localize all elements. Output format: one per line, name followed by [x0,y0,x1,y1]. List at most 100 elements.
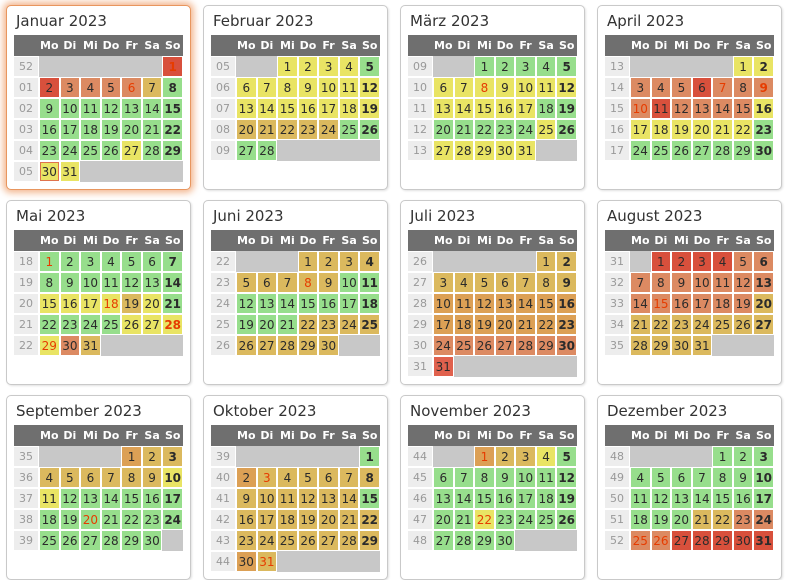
day-cell[interactable]: 16 [39,119,60,140]
day-cell[interactable]: 12 [359,77,380,98]
day-cell[interactable]: 18 [39,509,60,530]
day-cell[interactable]: 4 [535,56,557,77]
day-cell[interactable]: 22 [650,314,672,335]
day-cell[interactable]: 25 [712,314,733,335]
day-cell[interactable]: 21 [141,119,163,140]
day-cell[interactable]: 24 [630,140,651,161]
day-cell[interactable]: 27 [236,140,257,161]
day-cell[interactable]: 11 [80,98,101,119]
day-cell[interactable]: 30 [318,335,339,356]
day-cell[interactable]: 17 [162,488,183,509]
day-cell[interactable]: 15 [650,293,672,314]
day-cell[interactable]: 30 [556,335,577,356]
day-cell[interactable]: 9 [732,467,754,488]
day-cell[interactable]: 19 [474,314,495,335]
day-cell[interactable]: 6 [256,272,278,293]
day-cell[interactable]: 9 [59,272,81,293]
day-cell[interactable]: 20 [753,293,774,314]
day-cell[interactable]: 24 [515,119,536,140]
day-cell[interactable]: 17 [630,119,651,140]
day-cell[interactable]: 15 [359,488,380,509]
day-cell[interactable]: 2 [318,251,339,272]
day-cell[interactable]: 21 [515,314,536,335]
day-cell[interactable]: 12 [556,467,577,488]
day-cell[interactable]: 29 [535,335,557,356]
day-cell[interactable]: 5 [732,251,754,272]
day-cell[interactable]: 16 [671,293,692,314]
day-cell[interactable]: 10 [80,272,101,293]
day-cell[interactable]: 6 [318,467,339,488]
day-cell[interactable]: 18 [712,293,733,314]
day-cell[interactable]: 16 [141,488,163,509]
day-cell[interactable]: 28 [515,335,536,356]
day-cell[interactable]: 17 [753,488,774,509]
day-cell[interactable]: 27 [671,530,692,551]
day-cell[interactable]: 4 [535,446,557,467]
day-cell[interactable]: 5 [650,467,672,488]
day-cell[interactable]: 13 [236,98,257,119]
day-cell[interactable]: 4 [712,251,733,272]
day-cell[interactable]: 2 [494,56,516,77]
day-cell[interactable]: 16 [753,98,774,119]
day-cell[interactable]: 22 [121,509,142,530]
day-cell-selected[interactable]: 30 [39,161,60,182]
day-cell[interactable]: 10 [338,272,360,293]
day-cell[interactable]: 24 [80,314,101,335]
day-cell[interactable]: 30 [494,530,516,551]
day-cell[interactable]: 11 [650,98,672,119]
day-cell[interactable]: 5 [671,77,692,98]
day-cell[interactable]: 5 [556,56,577,77]
day-cell[interactable]: 11 [100,272,122,293]
day-cell[interactable]: 17 [338,293,360,314]
day-cell[interactable]: 19 [236,314,257,335]
day-cell[interactable]: 1 [297,251,319,272]
day-cell[interactable]: 15 [162,98,183,119]
day-cell[interactable]: 26 [556,509,577,530]
day-cell[interactable]: 4 [359,251,380,272]
day-cell[interactable]: 13 [433,488,454,509]
day-cell[interactable]: 4 [630,467,651,488]
day-cell[interactable]: 31 [433,356,454,377]
day-cell[interactable]: 1 [650,251,672,272]
day-cell[interactable]: 11 [453,293,475,314]
day-cell[interactable]: 18 [650,119,672,140]
day-cell[interactable]: 24 [691,314,713,335]
day-cell[interactable]: 30 [59,335,81,356]
day-cell[interactable]: 2 [753,56,774,77]
day-cell[interactable]: 29 [359,530,380,551]
day-cell[interactable]: 18 [535,488,557,509]
day-cell[interactable]: 18 [100,293,122,314]
day-cell[interactable]: 4 [39,467,60,488]
day-cell[interactable]: 22 [162,119,183,140]
day-cell[interactable]: 11 [712,272,733,293]
day-cell[interactable]: 29 [712,530,733,551]
day-cell[interactable]: 4 [338,56,360,77]
day-cell[interactable]: 16 [59,293,81,314]
day-cell[interactable]: 28 [141,140,163,161]
day-cell[interactable]: 7 [515,272,536,293]
day-cell[interactable]: 28 [277,335,298,356]
day-cell[interactable]: 12 [59,488,81,509]
day-cell[interactable]: 6 [691,77,713,98]
day-cell[interactable]: 23 [318,314,339,335]
day-cell[interactable]: 18 [453,314,475,335]
day-cell[interactable]: 21 [453,119,475,140]
day-cell[interactable]: 9 [671,272,692,293]
day-cell[interactable]: 12 [671,98,692,119]
day-cell[interactable]: 17 [515,488,536,509]
day-cell[interactable]: 7 [453,467,475,488]
day-cell[interactable]: 14 [141,98,163,119]
day-cell[interactable]: 27 [433,530,454,551]
day-cell[interactable]: 16 [297,98,319,119]
day-cell[interactable]: 2 [59,251,81,272]
day-cell[interactable]: 10 [515,77,536,98]
day-cell[interactable]: 20 [80,509,101,530]
day-cell[interactable]: 1 [474,446,495,467]
day-cell[interactable]: 25 [80,140,101,161]
day-cell[interactable]: 23 [556,314,577,335]
day-cell[interactable]: 29 [474,140,495,161]
day-cell[interactable]: 5 [297,467,319,488]
day-cell[interactable]: 12 [650,488,672,509]
day-cell[interactable]: 20 [236,119,257,140]
day-cell[interactable]: 15 [474,98,495,119]
